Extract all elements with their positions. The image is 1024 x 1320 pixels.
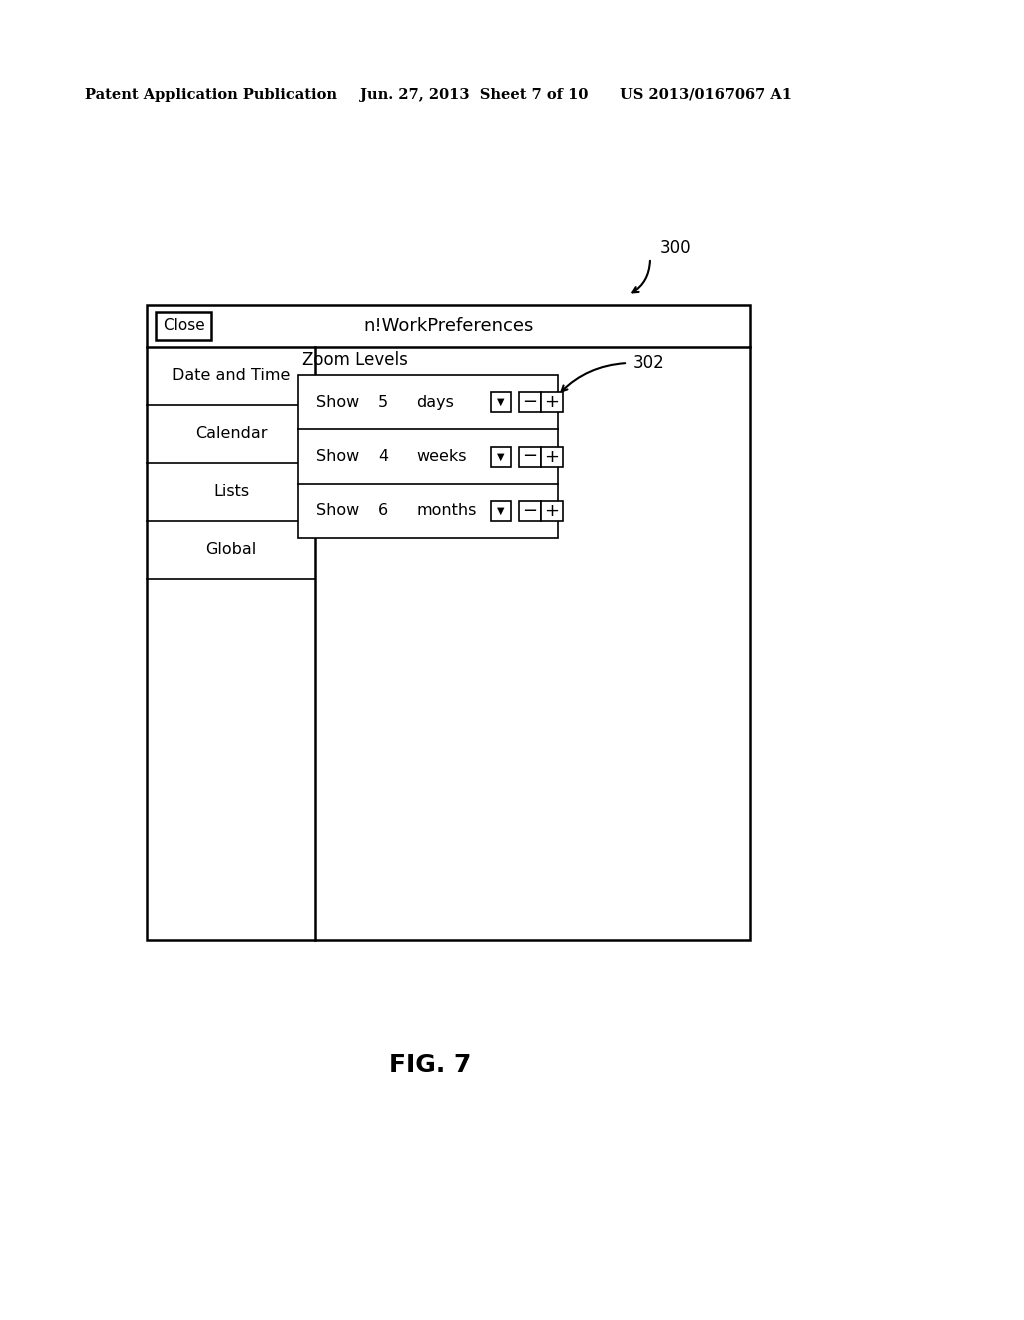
Text: months: months [416, 503, 476, 519]
Text: Show: Show [316, 395, 359, 409]
Text: US 2013/0167067 A1: US 2013/0167067 A1 [620, 88, 792, 102]
Bar [519, 392, 541, 412]
Text: Jun. 27, 2013  Sheet 7 of 10: Jun. 27, 2013 Sheet 7 of 10 [360, 88, 589, 102]
Text: Calendar: Calendar [195, 426, 267, 441]
Text: Lists: Lists [213, 484, 249, 499]
Bar [541, 446, 563, 466]
Text: ▼: ▼ [498, 397, 505, 407]
Text: Global: Global [206, 543, 257, 557]
Bar [490, 446, 511, 466]
Text: 4: 4 [378, 449, 388, 465]
Text: ▼: ▼ [498, 451, 505, 462]
Bar [298, 375, 558, 539]
Text: 300: 300 [660, 239, 691, 257]
Text: days: days [416, 395, 454, 409]
Bar [156, 312, 211, 341]
Text: Date and Time: Date and Time [172, 368, 290, 384]
Text: −: − [522, 393, 538, 411]
Bar [519, 500, 541, 521]
Text: Close: Close [163, 318, 205, 334]
Text: +: + [545, 447, 559, 466]
Text: −: − [522, 447, 538, 466]
Text: weeks: weeks [416, 449, 467, 465]
Text: 302: 302 [633, 354, 665, 372]
Text: 6: 6 [378, 503, 388, 519]
Text: −: − [522, 502, 538, 520]
Text: ▼: ▼ [498, 506, 505, 516]
Text: Show: Show [316, 503, 359, 519]
Text: Show: Show [316, 449, 359, 465]
Bar [147, 305, 750, 940]
Bar [541, 392, 563, 412]
Text: n!WorkPreferences: n!WorkPreferences [364, 317, 534, 335]
Text: Zoom Levels: Zoom Levels [302, 351, 408, 370]
Text: +: + [545, 502, 559, 520]
Text: +: + [545, 393, 559, 411]
Bar [541, 500, 563, 521]
Bar [490, 392, 511, 412]
Text: FIG. 7: FIG. 7 [389, 1053, 471, 1077]
Bar [490, 500, 511, 521]
Text: Patent Application Publication: Patent Application Publication [85, 88, 337, 102]
Text: 5: 5 [378, 395, 388, 409]
Bar [519, 446, 541, 466]
